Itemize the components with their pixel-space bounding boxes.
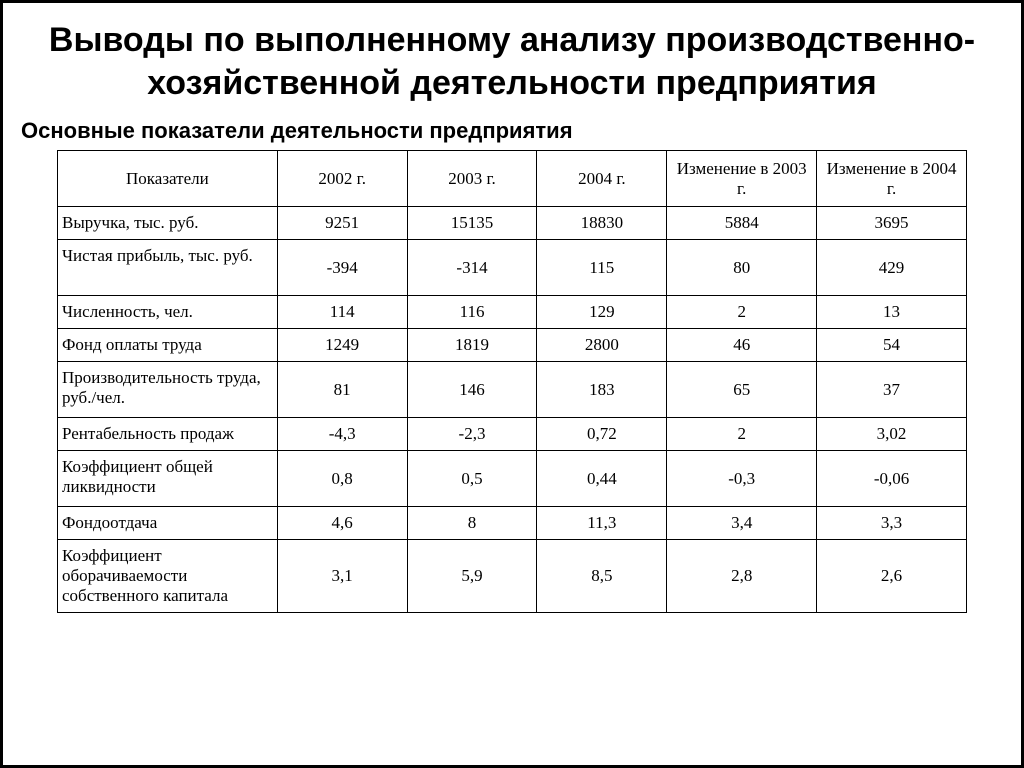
cell-indicator: Фондоотдача bbox=[58, 507, 278, 540]
cell-value: 8,5 bbox=[537, 540, 667, 613]
cell-value: 2 bbox=[667, 296, 817, 329]
cell-value: 114 bbox=[277, 296, 407, 329]
cell-value: 1819 bbox=[407, 329, 537, 362]
cell-value: 3,1 bbox=[277, 540, 407, 613]
table-row: Рентабельность продаж -4,3 -2,3 0,72 2 3… bbox=[58, 418, 967, 451]
cell-value: -2,3 bbox=[407, 418, 537, 451]
cell-indicator: Численность, чел. bbox=[58, 296, 278, 329]
cell-value: 2,6 bbox=[817, 540, 967, 613]
cell-indicator: Коэффициент оборачиваемости собственного… bbox=[58, 540, 278, 613]
col-indicator: Показатели bbox=[58, 151, 278, 207]
cell-value: 37 bbox=[817, 362, 967, 418]
cell-value: 183 bbox=[537, 362, 667, 418]
cell-value: 81 bbox=[277, 362, 407, 418]
cell-value: 18830 bbox=[537, 207, 667, 240]
cell-value: 0,72 bbox=[537, 418, 667, 451]
col-change-2004: Изменение в 2004 г. bbox=[817, 151, 967, 207]
cell-value: 15135 bbox=[407, 207, 537, 240]
cell-value: 1249 bbox=[277, 329, 407, 362]
cell-value: -0,06 bbox=[817, 451, 967, 507]
cell-value: 146 bbox=[407, 362, 537, 418]
cell-value: -0,3 bbox=[667, 451, 817, 507]
cell-indicator: Фонд оплаты труда bbox=[58, 329, 278, 362]
cell-value: 2,8 bbox=[667, 540, 817, 613]
table-row: Производительность труда, руб./чел. 81 1… bbox=[58, 362, 967, 418]
cell-value: -314 bbox=[407, 240, 537, 296]
page-title: Выводы по выполненному анализу производс… bbox=[17, 19, 1007, 104]
cell-indicator: Чистая прибыль, тыс. руб. bbox=[58, 240, 278, 296]
cell-value: 3,3 bbox=[817, 507, 967, 540]
cell-value: 3695 bbox=[817, 207, 967, 240]
cell-value: 11,3 bbox=[537, 507, 667, 540]
cell-value: 80 bbox=[667, 240, 817, 296]
cell-value: 54 bbox=[817, 329, 967, 362]
cell-value: 2 bbox=[667, 418, 817, 451]
cell-value: 116 bbox=[407, 296, 537, 329]
table-row: Фонд оплаты труда 1249 1819 2800 46 54 bbox=[58, 329, 967, 362]
cell-indicator: Производительность труда, руб./чел. bbox=[58, 362, 278, 418]
cell-value: 0,44 bbox=[537, 451, 667, 507]
table-row: Коэффициент общей ликвидности 0,8 0,5 0,… bbox=[58, 451, 967, 507]
table-row: Выручка, тыс. руб. 9251 15135 18830 5884… bbox=[58, 207, 967, 240]
cell-value: 4,6 bbox=[277, 507, 407, 540]
cell-value: 46 bbox=[667, 329, 817, 362]
cell-value: 2800 bbox=[537, 329, 667, 362]
table-header-row: Показатели 2002 г. 2003 г. 2004 г. Измен… bbox=[58, 151, 967, 207]
cell-value: 0,5 bbox=[407, 451, 537, 507]
col-change-2003: Изменение в 2003 г. bbox=[667, 151, 817, 207]
cell-value: 65 bbox=[667, 362, 817, 418]
cell-value: 429 bbox=[817, 240, 967, 296]
cell-value: 3,02 bbox=[817, 418, 967, 451]
table-row: Фондоотдача 4,6 8 11,3 3,4 3,3 bbox=[58, 507, 967, 540]
cell-indicator: Коэффициент общей ликвидности bbox=[58, 451, 278, 507]
cell-value: 8 bbox=[407, 507, 537, 540]
cell-value: 13 bbox=[817, 296, 967, 329]
indicators-table: Показатели 2002 г. 2003 г. 2004 г. Измен… bbox=[57, 150, 967, 613]
cell-value: 5,9 bbox=[407, 540, 537, 613]
cell-value: 9251 bbox=[277, 207, 407, 240]
cell-value: 5884 bbox=[667, 207, 817, 240]
table-row: Коэффициент оборачиваемости собственного… bbox=[58, 540, 967, 613]
cell-value: 129 bbox=[537, 296, 667, 329]
cell-value: 115 bbox=[537, 240, 667, 296]
cell-value: 0,8 bbox=[277, 451, 407, 507]
cell-indicator: Выручка, тыс. руб. bbox=[58, 207, 278, 240]
table-container: Показатели 2002 г. 2003 г. 2004 г. Измен… bbox=[17, 150, 1007, 613]
cell-value: -4,3 bbox=[277, 418, 407, 451]
table-row: Численность, чел. 114 116 129 2 13 bbox=[58, 296, 967, 329]
table-caption: Основные показатели деятельности предпри… bbox=[21, 118, 1007, 144]
col-2004: 2004 г. bbox=[537, 151, 667, 207]
table-row: Чистая прибыль, тыс. руб. -394 -314 115 … bbox=[58, 240, 967, 296]
cell-value: -394 bbox=[277, 240, 407, 296]
col-2002: 2002 г. bbox=[277, 151, 407, 207]
cell-value: 3,4 bbox=[667, 507, 817, 540]
col-2003: 2003 г. bbox=[407, 151, 537, 207]
cell-indicator: Рентабельность продаж bbox=[58, 418, 278, 451]
